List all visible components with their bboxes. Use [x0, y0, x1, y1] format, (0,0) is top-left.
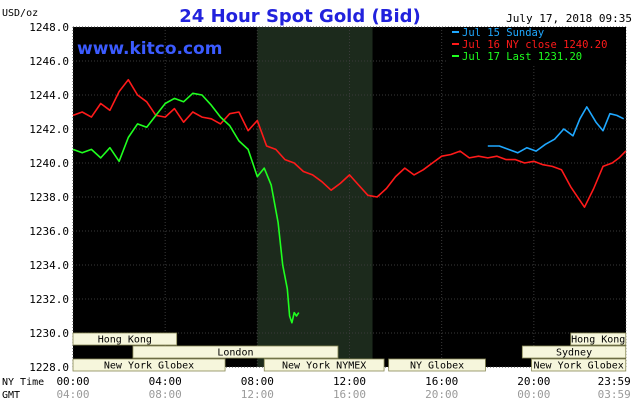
gmt-time-tick: 04:00: [56, 388, 89, 401]
y-tick-label: 1234.0: [29, 259, 69, 272]
market-session-label: New York NYMEX: [282, 361, 366, 372]
gmt-time-tick: 00:00: [517, 388, 550, 401]
y-tick-label: 1240.0: [29, 157, 69, 170]
market-session-label: Hong Kong: [98, 335, 152, 346]
y-tick-label: 1244.0: [29, 89, 69, 102]
market-session-label: Sydney: [556, 348, 592, 359]
market-session-box: [72, 332, 178, 346]
legend-box: [448, 27, 626, 66]
time-axis: NY TimeGMT00:0004:0004:0008:0008:0012:00…: [2, 375, 631, 401]
gmt-time-tick: 03:59: [598, 388, 631, 401]
ny-time-tick: 16:00: [425, 375, 458, 388]
series-line: [72, 92, 300, 324]
market-session-label: Hong Kong: [571, 335, 625, 346]
y-tick-label: 1228.0: [29, 361, 69, 374]
y-tick-label: 1246.0: [29, 55, 69, 68]
legend-entry: Jul 16 NY close 1240.20: [462, 39, 607, 51]
y-tick-label: 1236.0: [29, 225, 69, 238]
gmt-time-tick: 08:00: [149, 388, 182, 401]
ny-time-tick: 12:00: [333, 375, 366, 388]
ny-time-tick: 08:00: [241, 375, 274, 388]
y-axis-ticks: 1248.0 1246.0 1244.0 1242.0 1240.0 1238.0 1236…: [29, 21, 69, 374]
ny-time-tick: 23:59: [598, 375, 631, 388]
market-session-box: [263, 358, 385, 372]
legend-entry: Jul 17 Last 1231.20: [462, 51, 582, 63]
y-tick-label: 1232.0: [29, 293, 69, 306]
market-session-box: [570, 332, 627, 346]
gmt-time-tick: 16:00: [333, 388, 366, 401]
market-session-box: [521, 345, 627, 359]
ny-time-tick: 00:00: [56, 375, 89, 388]
nymex-session-shade: [257, 27, 373, 367]
market-session-box: [132, 345, 339, 359]
legend-entry: Jul 15 Sunday: [462, 27, 544, 39]
watermark: www.kitco.com: [77, 39, 222, 59]
ny-time-tick: 20:00: [517, 375, 550, 388]
market-session-label: London: [217, 348, 253, 359]
ny-time-tick: 04:00: [149, 375, 182, 388]
y-tick-label: 1248.0: [29, 21, 69, 34]
series-line: [72, 78, 627, 208]
market-session-box: [72, 358, 226, 372]
market-session-box: [531, 358, 627, 372]
gmt-label: GMT: [2, 390, 20, 401]
market-session-label: NY Globex: [410, 361, 464, 372]
market-session-label: New York Globex: [533, 361, 623, 372]
series-line: [487, 106, 625, 154]
y-tick-label: 1230.0: [29, 327, 69, 340]
y-tick-label: 1242.0: [29, 123, 69, 136]
date-label: July 17, 2018 09:35: [506, 12, 632, 25]
market-session-label: New York Globex: [104, 361, 194, 372]
market-sessions: Hong Kong Hong Kong London New York Globex N…: [72, 332, 627, 372]
y-axis-unit-label: USD/oz: [2, 8, 38, 19]
y-tick-label: 1238.0: [29, 191, 69, 204]
gmt-time-tick: 12:00: [241, 388, 274, 401]
series-lines: [72, 78, 627, 324]
gmt-time-tick: 20:00: [425, 388, 458, 401]
ny-time-label: NY Time: [2, 377, 44, 388]
chart-title: 24 Hour Spot Gold (Bid): [179, 6, 420, 27]
market-session-box: [388, 358, 486, 372]
